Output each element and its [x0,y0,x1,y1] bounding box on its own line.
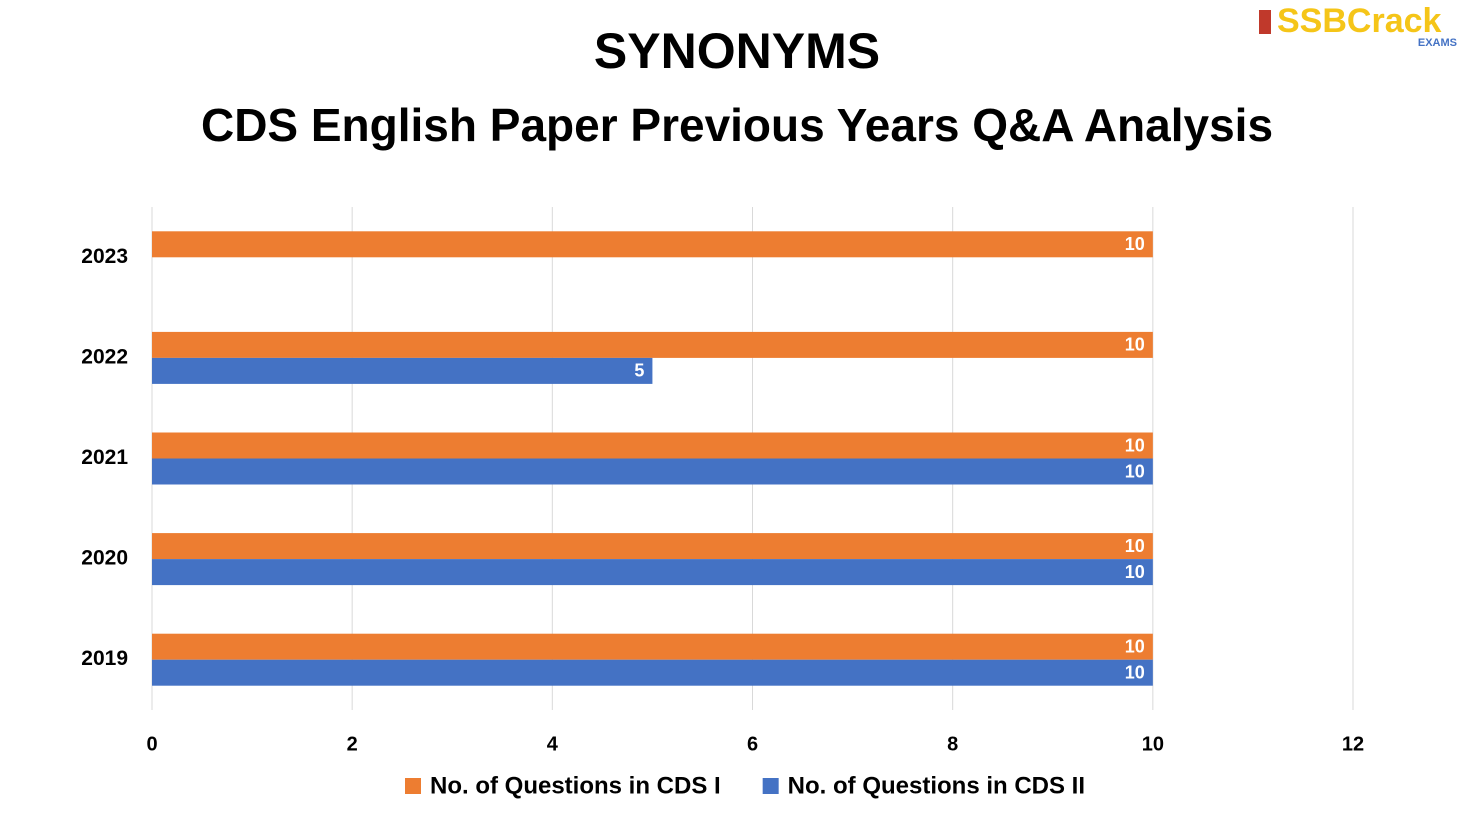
x-tick-label: 2 [347,733,358,755]
bar [152,533,1153,560]
data-label: 10 [1125,461,1145,481]
x-tick-label: 12 [1342,733,1364,755]
x-tick-label: 8 [947,733,958,755]
data-label: 10 [1125,435,1145,455]
bar [152,432,1153,459]
data-label: 10 [1125,536,1145,556]
logo-icon [1259,10,1271,34]
legend-swatch [405,778,421,794]
data-label: 5 [634,361,644,381]
y-tick-label: 2021 [81,446,128,469]
bar [152,357,653,384]
legend-label: No. of Questions in CDS I [430,772,721,799]
chart-subtitle: CDS English Paper Previous Years Q&A Ana… [201,99,1273,151]
chart-title: SYNONYMS [594,23,880,79]
logo-sub: EXAMS [1418,37,1457,49]
y-tick-label: 2019 [81,647,128,670]
x-tick-label: 0 [146,733,157,755]
logo-text: SSBCrack [1277,2,1442,40]
x-tick-label: 6 [747,733,758,755]
bar [152,458,1153,485]
data-label: 10 [1125,562,1145,582]
bar [152,231,1153,258]
bar [152,633,1153,660]
x-tick-label: 4 [547,733,559,755]
bar [152,659,1153,686]
data-label: 10 [1125,234,1145,254]
bar [152,331,1153,358]
bar [152,559,1153,586]
data-label: 10 [1125,662,1145,682]
y-tick-label: 2023 [81,245,128,268]
data-label: 10 [1125,636,1145,656]
y-tick-label: 2020 [81,547,128,570]
legend-label: No. of Questions in CDS II [788,772,1085,799]
legend-swatch [762,778,779,794]
data-label: 10 [1125,335,1145,355]
y-tick-label: 2022 [81,345,128,368]
x-tick-label: 10 [1142,733,1164,755]
